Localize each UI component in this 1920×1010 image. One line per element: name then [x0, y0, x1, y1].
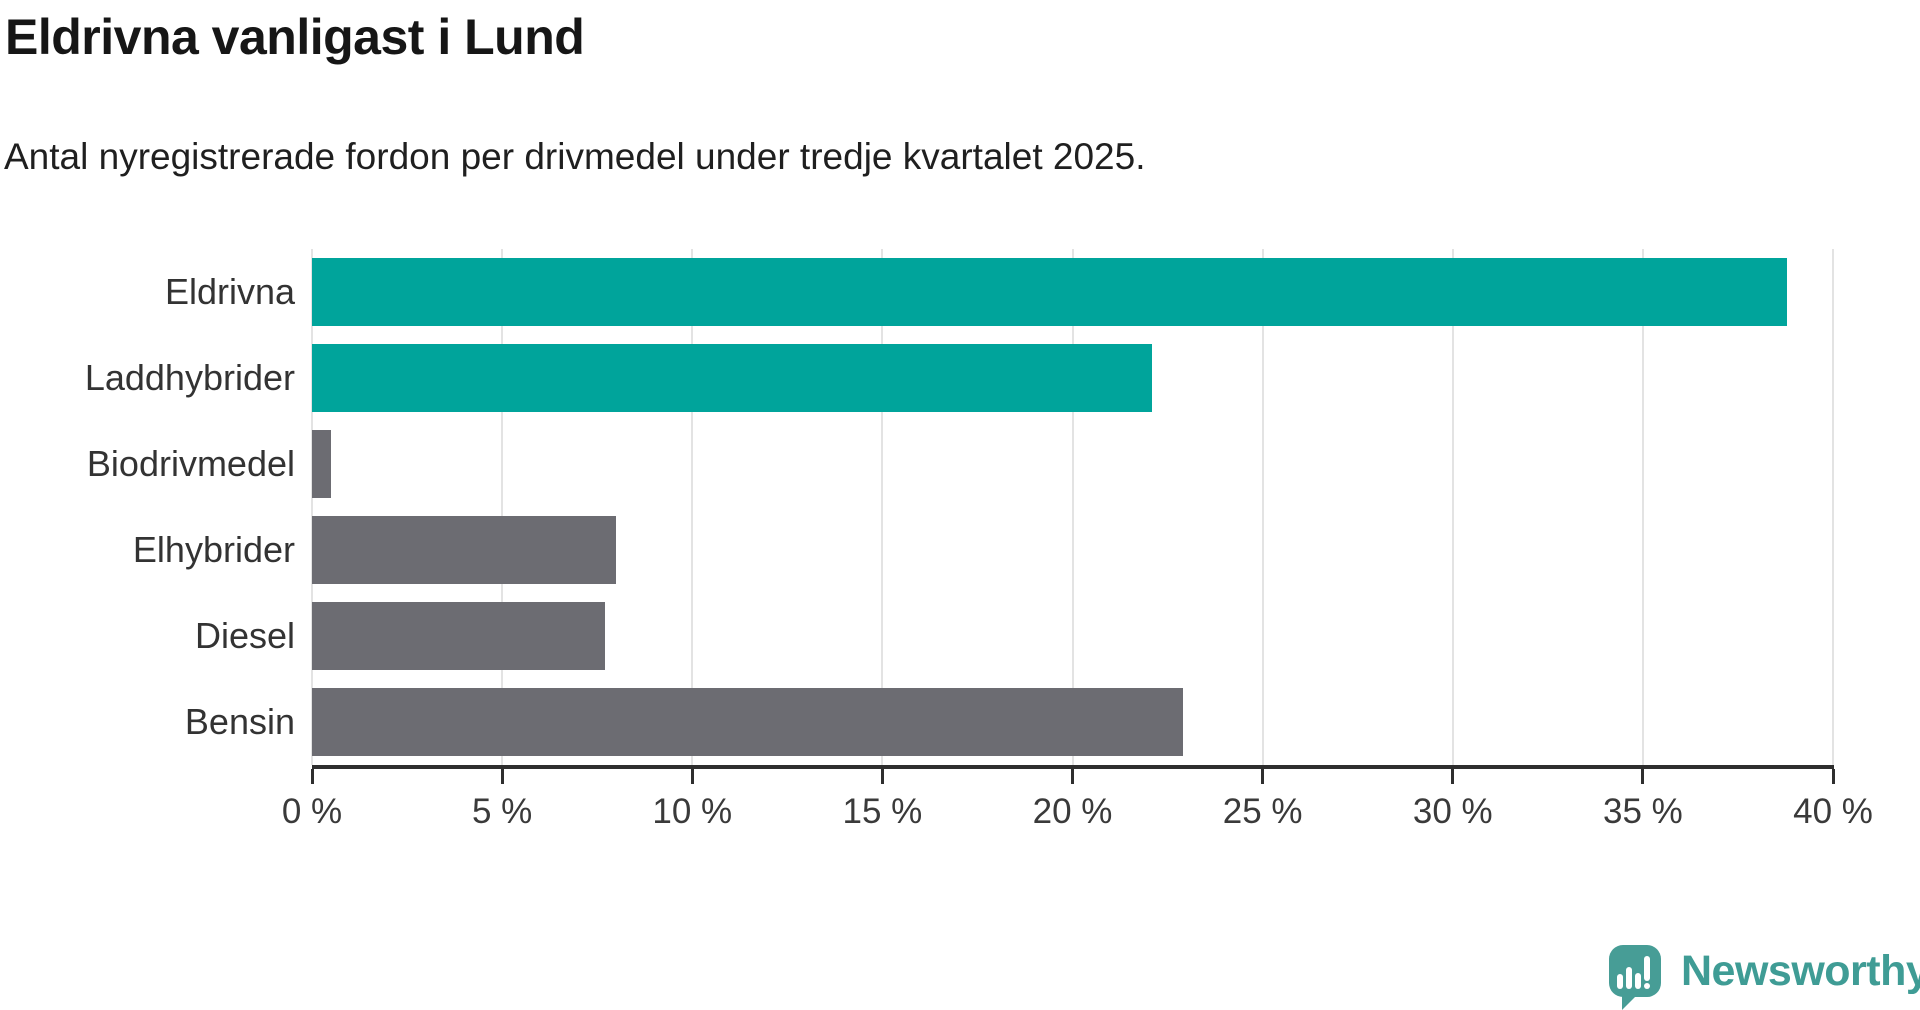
bar-biodrivmedel: [312, 430, 331, 498]
logo-chart-bar: [1617, 974, 1623, 989]
x-axis-tick: [1641, 769, 1645, 784]
chart-title: Eldrivna vanligast i Lund: [5, 9, 585, 65]
logo-exclamation-dot: [1644, 983, 1650, 989]
gridline: [1451, 249, 1454, 765]
newsworthy-logo: Newsworthy: [1609, 945, 1920, 1010]
x-axis-tick-label: 10 %: [652, 792, 733, 831]
category-label: Diesel: [194, 615, 295, 656]
newsworthy-logo-text: Newsworthy: [1681, 946, 1920, 995]
logo-chart-bar: [1635, 973, 1641, 989]
x-axis-tick: [1071, 769, 1074, 784]
bar-elhybrider: [312, 516, 617, 584]
x-axis-tick: [1261, 769, 1265, 784]
bar-eldrivna: [312, 258, 1788, 326]
category-label: Bensin: [184, 701, 295, 742]
bar-row: Elhybrider: [133, 507, 1833, 593]
gridline: [311, 249, 313, 765]
x-axis-tick: [310, 769, 314, 784]
gridline: [501, 249, 504, 765]
gridline: [1071, 249, 1074, 765]
bar-chart-plot-area: Eldrivna Laddhybrider Biodrivmedel Elhybrid…: [85, 249, 1873, 831]
speech-bubble-tail: [1622, 995, 1637, 1010]
x-axis-tick-label: 35 %: [1602, 792, 1683, 831]
gridline: [1832, 249, 1834, 765]
gridline: [1641, 249, 1644, 765]
x-axis-tick-label: 40 %: [1793, 792, 1873, 831]
x-axis-tick-label: 15 %: [842, 792, 923, 831]
bar-row: Laddhybrider: [85, 335, 1833, 421]
bar-row: Biodrivmedel: [87, 421, 1833, 507]
x-axis-tick: [500, 769, 504, 784]
bar-diesel: [312, 602, 605, 670]
bar-row: Eldrivna: [165, 249, 1833, 335]
x-axis-tick: [1831, 769, 1835, 784]
category-label: Eldrivna: [164, 271, 295, 312]
x-axis-tick: [690, 769, 694, 784]
logo-exclamation-bar: [1644, 956, 1650, 981]
speech-bubble-bar-chart-icon: [1609, 945, 1661, 1010]
x-axis-tick: [1451, 769, 1455, 784]
x-axis-tick-label: 20 %: [1032, 792, 1113, 831]
gridline: [1261, 249, 1264, 765]
gridline: [691, 249, 694, 765]
x-axis-tick-label: 30 %: [1412, 792, 1493, 831]
category-label: Laddhybrider: [84, 357, 295, 398]
x-axis-tick-label: 25 %: [1222, 792, 1303, 831]
bar-row: Bensin: [185, 679, 1833, 765]
category-label: Elhybrider: [132, 529, 295, 570]
bar-row: Diesel: [195, 593, 1833, 679]
category-label: Biodrivmedel: [86, 443, 295, 484]
bar-laddhybrider: [312, 344, 1153, 412]
bar-bensin: [312, 688, 1183, 756]
x-axis-tick: [880, 769, 884, 784]
x-axis-tick-label: 5 %: [471, 792, 533, 831]
chart-subtitle: Antal nyregistrerade fordon per drivmede…: [4, 136, 1146, 177]
x-axis-tick-label: 0 %: [281, 792, 343, 831]
gridline: [881, 249, 884, 765]
x-axis-line: [312, 765, 1834, 769]
logo-chart-bar: [1626, 967, 1632, 989]
